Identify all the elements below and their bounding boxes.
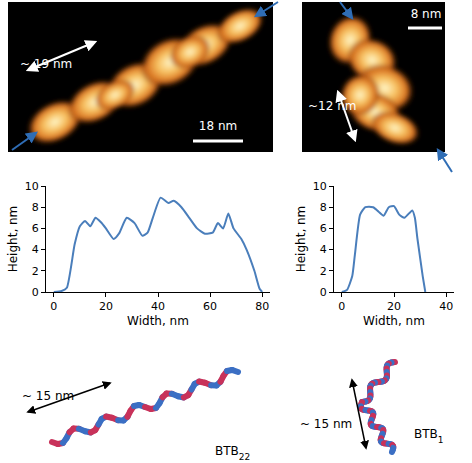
svg-text:8 nm: 8 nm (411, 7, 442, 21)
svg-text:0: 0 (320, 286, 327, 299)
svg-text:6: 6 (320, 222, 327, 235)
svg-text:0: 0 (338, 300, 345, 313)
svg-text:Width, nm: Width, nm (363, 314, 425, 328)
svg-text:Height, nm: Height, nm (294, 206, 308, 273)
svg-text:80: 80 (255, 300, 269, 313)
svg-text:BTB1: BTB1 (414, 427, 444, 445)
svg-text:2: 2 (32, 265, 39, 278)
svg-text:8: 8 (320, 201, 327, 214)
svg-text:0: 0 (50, 300, 57, 313)
svg-text:Height, nm: Height, nm (6, 206, 20, 273)
svg-text:~ 19 nm: ~ 19 nm (20, 57, 72, 71)
svg-text:60: 60 (203, 300, 217, 313)
svg-text:~ 15 nm: ~ 15 nm (22, 389, 74, 403)
svg-text:18 nm: 18 nm (199, 119, 237, 133)
svg-text:8: 8 (32, 201, 39, 214)
svg-text:2: 2 (320, 265, 327, 278)
svg-text:40: 40 (439, 300, 453, 313)
svg-text:~12 nm: ~12 nm (308, 99, 356, 113)
svg-text:6: 6 (32, 222, 39, 235)
svg-text:4: 4 (32, 243, 39, 256)
svg-text:0: 0 (32, 286, 39, 299)
svg-text:~ 15 nm: ~ 15 nm (300, 417, 352, 431)
svg-text:4: 4 (320, 243, 327, 256)
svg-text:10: 10 (25, 180, 39, 193)
svg-text:Width, nm: Width, nm (127, 314, 189, 328)
svg-text:10: 10 (313, 180, 327, 193)
svg-text:20: 20 (99, 300, 113, 313)
svg-text:40: 40 (151, 300, 165, 313)
svg-text:BTB22: BTB22 (215, 444, 250, 462)
svg-text:20: 20 (387, 300, 401, 313)
